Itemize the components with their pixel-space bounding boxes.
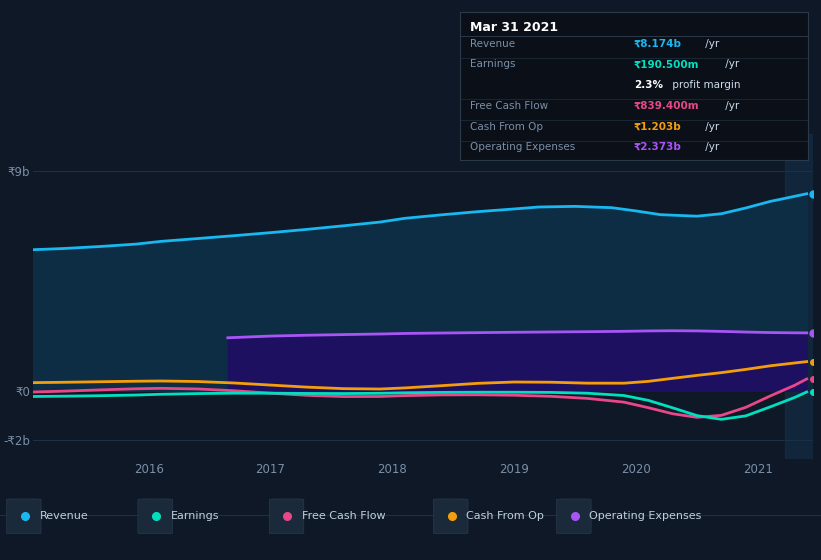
Text: ₹2.373b: ₹2.373b (634, 142, 682, 152)
FancyBboxPatch shape (557, 499, 591, 534)
Text: /yr: /yr (702, 142, 719, 152)
FancyBboxPatch shape (433, 499, 468, 534)
Text: ₹8.174b: ₹8.174b (634, 39, 682, 49)
Text: ₹1.203b: ₹1.203b (634, 122, 681, 132)
Text: /yr: /yr (722, 59, 739, 69)
Text: Revenue: Revenue (470, 39, 516, 49)
Text: Revenue: Revenue (39, 511, 88, 521)
Text: Cash From Op: Cash From Op (466, 511, 544, 521)
Text: ₹839.400m: ₹839.400m (634, 101, 699, 111)
Text: /yr: /yr (702, 39, 719, 49)
Text: Free Cash Flow: Free Cash Flow (470, 101, 548, 111)
FancyBboxPatch shape (138, 499, 172, 534)
Text: /yr: /yr (702, 122, 719, 132)
Text: Earnings: Earnings (171, 511, 219, 521)
Text: Operating Expenses: Operating Expenses (470, 142, 576, 152)
FancyBboxPatch shape (7, 499, 41, 534)
Text: Free Cash Flow: Free Cash Flow (302, 511, 386, 521)
Bar (785, 134, 819, 459)
Text: ₹190.500m: ₹190.500m (634, 59, 699, 69)
Text: Operating Expenses: Operating Expenses (589, 511, 702, 521)
FancyBboxPatch shape (269, 499, 304, 534)
Text: /yr: /yr (722, 101, 739, 111)
Text: Earnings: Earnings (470, 59, 516, 69)
Text: Mar 31 2021: Mar 31 2021 (470, 21, 558, 34)
Text: Cash From Op: Cash From Op (470, 122, 544, 132)
Text: 2.3%: 2.3% (634, 80, 663, 90)
Text: profit margin: profit margin (669, 80, 741, 90)
